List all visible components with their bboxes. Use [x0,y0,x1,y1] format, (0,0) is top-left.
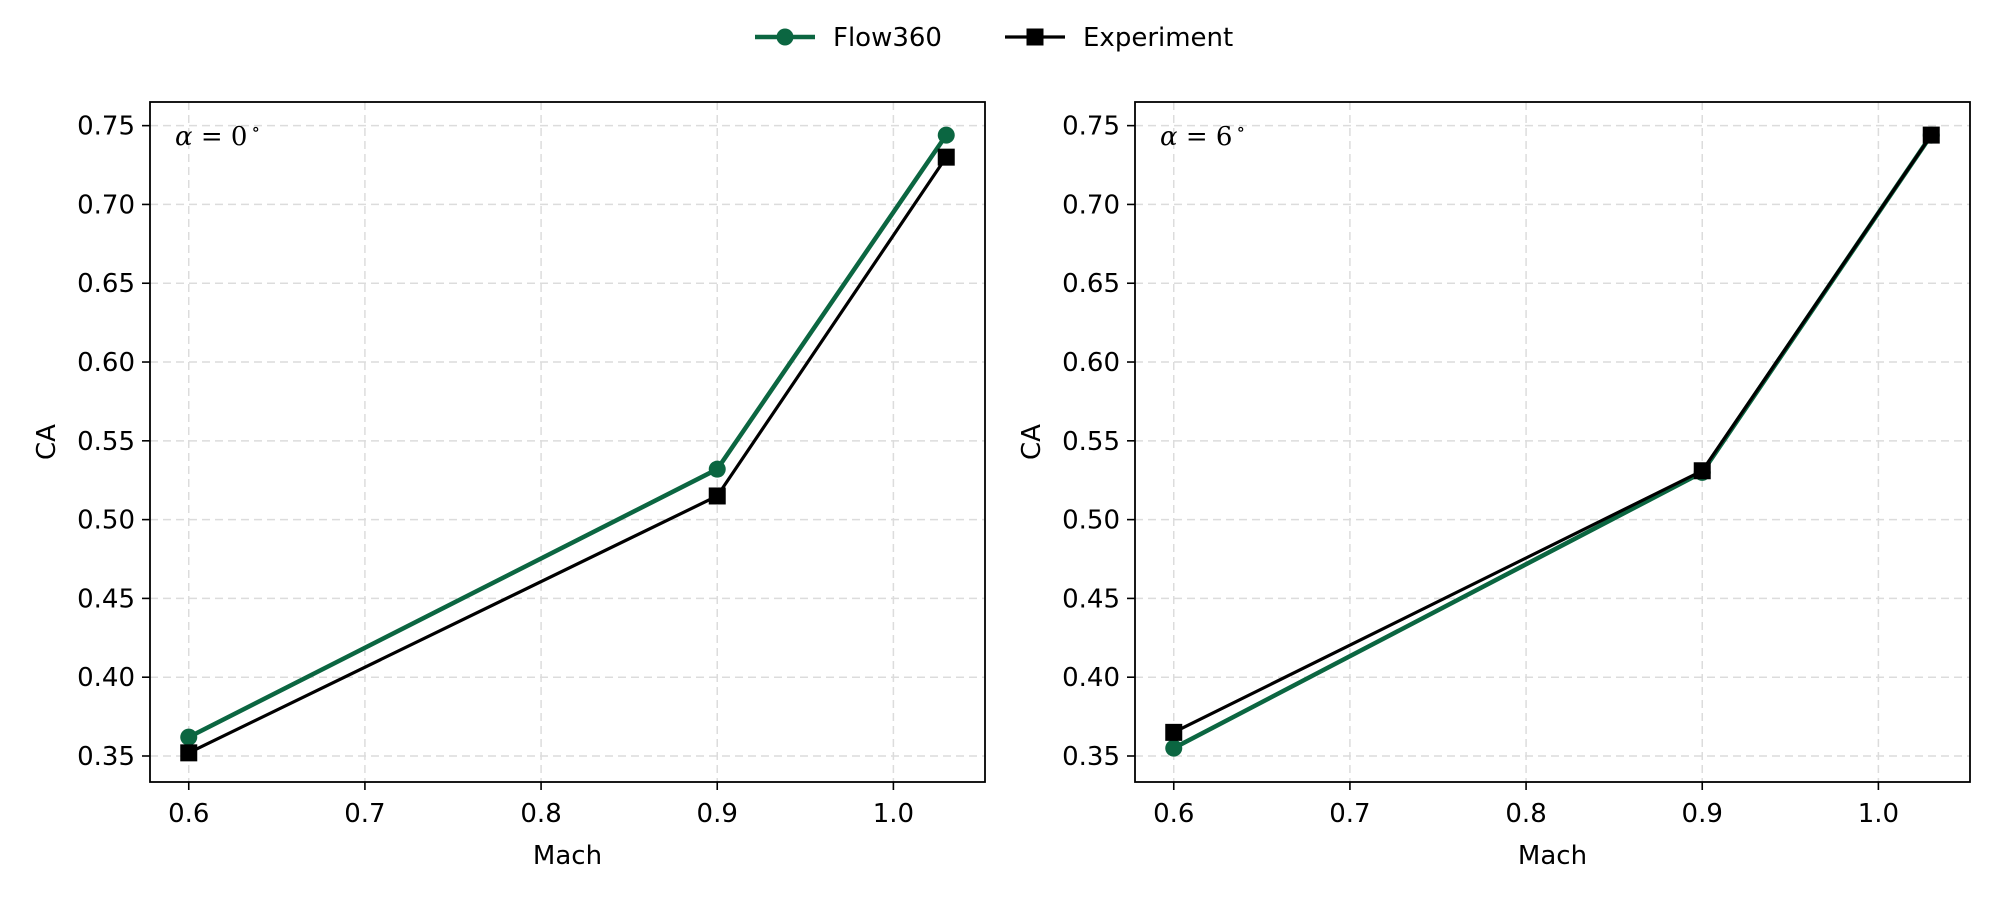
legend-marker-square [1026,28,1044,46]
y-tick-label: 0.75 [1062,112,1120,142]
y-tick-label: 0.55 [77,427,135,457]
x-tick-label: 1.0 [873,799,914,829]
chart-panel-alpha-6: 0.6 0.7 0.8 0.9 1.0 0.35 0.40 0.45 0.50 0.55 0.60 0… [1017,101,1971,871]
x-tick-label: 0.8 [1505,799,1546,829]
x-axis-label: Mach [1518,841,1587,871]
y-tick-label: 0.40 [77,663,135,693]
data-point-experiment [180,744,198,762]
y-tick-label: 0.65 [1062,269,1120,299]
series-flow360 [1165,126,1940,757]
data-point-flow360 [937,126,955,144]
x-tick-label: 0.6 [168,799,209,829]
y-tick-label: 0.75 [77,112,135,142]
x-axis-label: Mach [533,841,602,871]
legend-item-flow360: Flow360 [755,23,942,53]
y-tick-label: 0.45 [77,584,135,614]
y-tick-label: 0.65 [77,269,135,299]
legend: Flow360 Experiment [755,23,1233,53]
alpha-value: = 0 [193,122,248,152]
alpha-symbol: α [175,122,193,152]
series-experiment [180,148,955,762]
y-tick-label: 0.40 [1062,663,1120,693]
y-tick-label: 0.50 [1062,506,1120,536]
legend-item-experiment: Experiment [1005,23,1233,53]
y-tick-label: 0.50 [77,506,135,536]
degree-symbol: ∘ [251,119,260,140]
x-tick-label: 0.9 [697,799,738,829]
series-experiment [1165,126,1940,741]
alpha-annotation: α = 0 ∘ [175,119,260,152]
legend-label: Experiment [1083,23,1233,53]
axes-frame [149,101,986,783]
y-tick-label: 0.60 [77,348,135,378]
x-tick-label: 1.0 [1858,799,1899,829]
series-line-flow360 [1172,133,1934,751]
series-line-experiment [188,156,948,755]
data-point-flow360 [180,728,198,746]
data-point-experiment [708,487,726,505]
x-tick-label: 0.6 [1153,799,1194,829]
y-axis-label: CA [1017,424,1047,460]
degree-symbol: ∘ [1236,119,1245,140]
chart-panel-alpha-0: 0.6 0.7 0.8 0.9 1.0 0.35 0.40 0.45 0.50 0.55 0.60 0… [32,101,986,871]
y-tick-label: 0.60 [1062,348,1120,378]
grid [150,102,985,782]
data-point-flow360 [708,460,726,478]
alpha-value: = 6 [1178,122,1233,152]
ticks: 0.6 0.7 0.8 0.9 1.0 0.35 0.40 0.45 0.50 0.55 0.60 0… [77,112,914,829]
alpha-symbol: α [1160,122,1178,152]
x-tick-label: 0.7 [1329,799,1370,829]
y-tick-label: 0.45 [1062,584,1120,614]
y-tick-label: 0.35 [1062,742,1120,772]
data-point-experiment [1693,462,1711,480]
y-tick-label: 0.70 [1062,190,1120,220]
y-tick-label: 0.35 [77,742,135,772]
legend-marker-circle [776,28,794,46]
data-point-experiment [937,148,955,166]
alpha-annotation: α = 6 ∘ [1160,119,1245,152]
data-point-flow360 [1165,739,1183,757]
data-point-experiment [1922,126,1940,144]
series-line-flow360 [187,133,949,740]
grid [1135,102,1970,782]
axes-frame [1134,101,1971,783]
y-axis-label: CA [32,424,62,460]
ticks: 0.6 0.7 0.8 0.9 1.0 0.35 0.40 0.45 0.50 0.55 0.60 0… [1062,112,1899,829]
y-tick-label: 0.70 [77,190,135,220]
data-point-experiment [1165,723,1183,741]
x-tick-label: 0.7 [344,799,385,829]
y-tick-label: 0.55 [1062,427,1120,457]
legend-label: Flow360 [833,23,942,53]
x-tick-label: 0.9 [1682,799,1723,829]
series-line-experiment [1173,134,1933,734]
x-tick-label: 0.8 [520,799,561,829]
series-flow360 [180,126,955,746]
